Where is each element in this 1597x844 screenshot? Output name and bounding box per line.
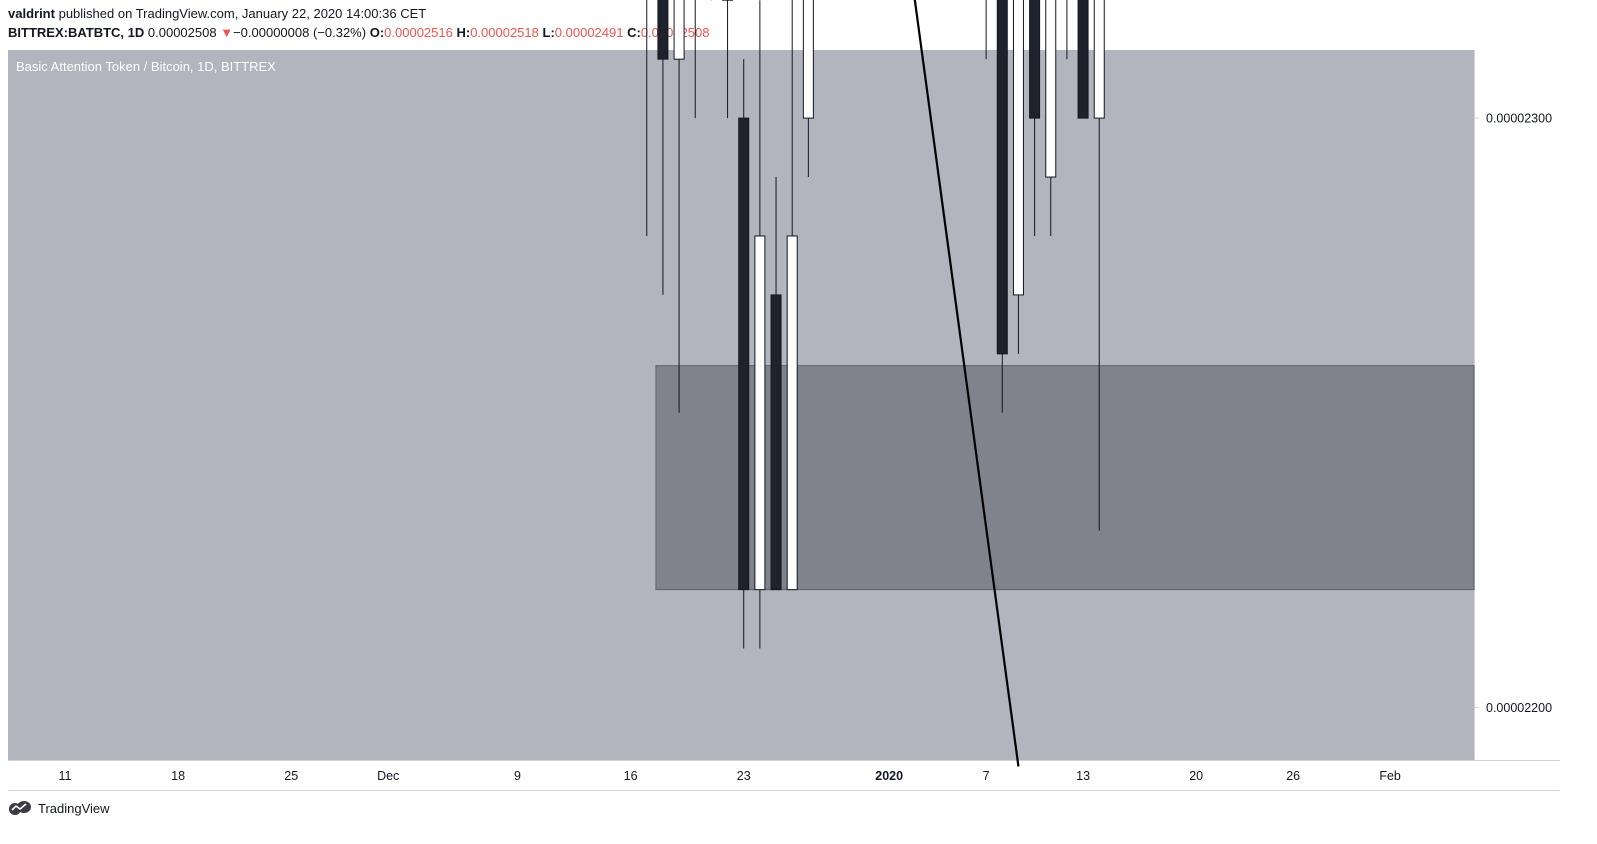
time-axis-background: [8, 760, 1560, 790]
brand-label[interactable]: TradingView: [38, 800, 110, 816]
x-tick-label: Feb: [1379, 769, 1401, 783]
candle-body: [657, 0, 669, 60]
x-tick-label: 7: [983, 769, 990, 783]
arrow-up-icon: [1092, 761, 1107, 772]
candle: [802, 0, 814, 178]
candle-body: [1012, 0, 1024, 296]
y-tick-label: 0.00002200: [1486, 701, 1552, 715]
candle-body: [1029, 0, 1041, 119]
x-tick-label: 23: [737, 769, 751, 783]
x-tick-label: 11: [59, 769, 72, 783]
candle-body: [802, 0, 814, 119]
open-label: O:: [369, 25, 385, 40]
x-tick-label: 18: [171, 769, 185, 783]
candle: [1077, 0, 1089, 119]
candle: [694, 0, 696, 119]
candle: [1066, 0, 1068, 60]
candle-body: [786, 235, 798, 591]
candle: [1029, 0, 1041, 236]
x-tick-label: 26: [1286, 769, 1300, 783]
candle: [657, 0, 669, 295]
high-label: H:: [456, 25, 471, 40]
candle-body: [1045, 0, 1057, 178]
candle: [996, 0, 1008, 413]
published-text: published on TradingView.com, January 22…: [58, 6, 427, 21]
candle: [1012, 0, 1024, 354]
symbol-label: BITTREX:BATBTC, 1D: [8, 25, 145, 40]
change-value: −0.00000008 (−0.32%): [233, 25, 367, 40]
candle-body: [738, 117, 750, 591]
candle: [673, 0, 685, 413]
open-value: 0.00002516: [384, 25, 453, 40]
x-tick-label: 25: [284, 769, 298, 783]
publish-info: valdrint published on TradingView.com, J…: [8, 6, 426, 21]
candle-body: [754, 235, 766, 591]
footer: TradingView: [8, 800, 110, 816]
candle: [770, 177, 782, 591]
low-label: L:: [542, 25, 555, 40]
high-value: 0.00002518: [470, 25, 539, 40]
candle-body: [996, 0, 1008, 355]
x-tick-label: 20: [1189, 769, 1203, 783]
candle-body: [673, 0, 685, 60]
candle: [1045, 0, 1057, 236]
candle: [754, 0, 766, 649]
close-label: C:: [627, 25, 641, 40]
price-axis-background: [1474, 50, 1560, 760]
last-price: 0.00002508: [147, 25, 217, 40]
change-down-icon: ▼: [220, 25, 234, 40]
author-name[interactable]: valdrint: [8, 6, 55, 21]
low-value: 0.00002491: [554, 25, 624, 40]
candle-body: [770, 294, 782, 591]
tradingview-logo-icon: [9, 801, 31, 815]
candle: [1093, 0, 1105, 531]
x-tick-label: 9: [514, 769, 521, 783]
x-tick-label: 2020: [875, 769, 903, 783]
candle-body: [1093, 0, 1105, 119]
candle: [722, 0, 734, 119]
chart-title: Basic Attention Token / Bitcoin, 1D, BIT…: [16, 59, 276, 74]
candle-body: [1077, 0, 1089, 119]
x-tick-label: 16: [624, 769, 638, 783]
y-tick-label: 0.00002300: [1486, 112, 1552, 126]
candle: [738, 59, 750, 649]
x-tick-label: Dec: [377, 769, 399, 783]
x-tick-label: 13: [1076, 769, 1090, 783]
candle: [786, 0, 798, 591]
